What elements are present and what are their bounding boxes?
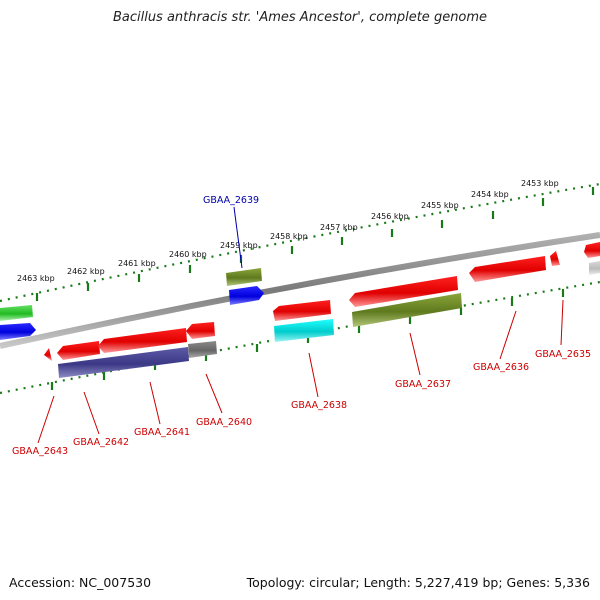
- gene-arrow-gray-2640: [188, 341, 217, 358]
- gene-label[interactable]: GBAA_2635: [535, 349, 591, 360]
- kbp-label: 2453 kbp: [521, 179, 559, 188]
- gene-label[interactable]: GBAA_2640: [196, 417, 252, 428]
- gene-arrow-green: [0, 305, 33, 321]
- kbp-label: 2455 kbp: [421, 201, 459, 210]
- genome-backbone: [0, 232, 600, 349]
- gene-label[interactable]: GBAA_2636: [473, 362, 529, 373]
- kbp-label: 2456 kbp: [371, 212, 409, 221]
- gene-arrow-lightgray-right: [589, 261, 600, 275]
- gene-arrow-olive-2637: [352, 293, 462, 327]
- gene-label[interactable]: GBAA_2637: [395, 379, 451, 390]
- gene-label[interactable]: GBAA_2643: [12, 446, 68, 457]
- gene-arrow-red-right: [584, 242, 600, 258]
- kbp-label: 2463 kbp: [17, 274, 55, 283]
- accession-text: Accession: NC_007530: [9, 575, 152, 590]
- gene-arrow-red-2635: [550, 251, 560, 266]
- label-leader-lines: [37, 206, 564, 444]
- gene-arrow-red-2640: [186, 322, 215, 339]
- gene-arrow-red-2643: [44, 348, 52, 361]
- gene-label[interactable]: GBAA_2641: [134, 427, 190, 438]
- kbp-label: 2457 kbp: [320, 223, 358, 232]
- kbp-label: 2461 kbp: [118, 259, 156, 268]
- gene-arrow-red-2637: [349, 276, 458, 307]
- kbp-label: 2454 kbp: [471, 190, 509, 199]
- gene-arrow-blue: [0, 323, 36, 340]
- kbp-label: 2462 kbp: [67, 267, 105, 276]
- gene-arrow-purple-2641: [58, 347, 189, 378]
- kbp-label: 2460 kbp: [169, 250, 207, 259]
- gene-label[interactable]: GBAA_2642: [73, 437, 129, 448]
- genome-stats-text: Topology: circular; Length: 5,227,419 bp…: [246, 575, 590, 590]
- kbp-label: 2458 kbp: [270, 232, 308, 241]
- gene-arrow-olive-2639: [226, 268, 262, 286]
- gene-arrow-red-2642: [57, 341, 100, 360]
- outer-major-ticks: [35, 187, 595, 301]
- gene-label[interactable]: GBAA_2639: [203, 195, 259, 206]
- gene-arrow-red-2636: [469, 256, 546, 282]
- gene-label[interactable]: GBAA_2638: [291, 400, 347, 411]
- gene-arrow-cyan-2638: [274, 319, 334, 342]
- gene-arrow-red-2641: [98, 328, 187, 353]
- gene-arrow-blue-2639: [229, 286, 264, 305]
- map-title: Bacillus anthracis str. 'Ames Ancestor',…: [112, 10, 488, 25]
- gene-arrow-red-2638: [273, 300, 331, 321]
